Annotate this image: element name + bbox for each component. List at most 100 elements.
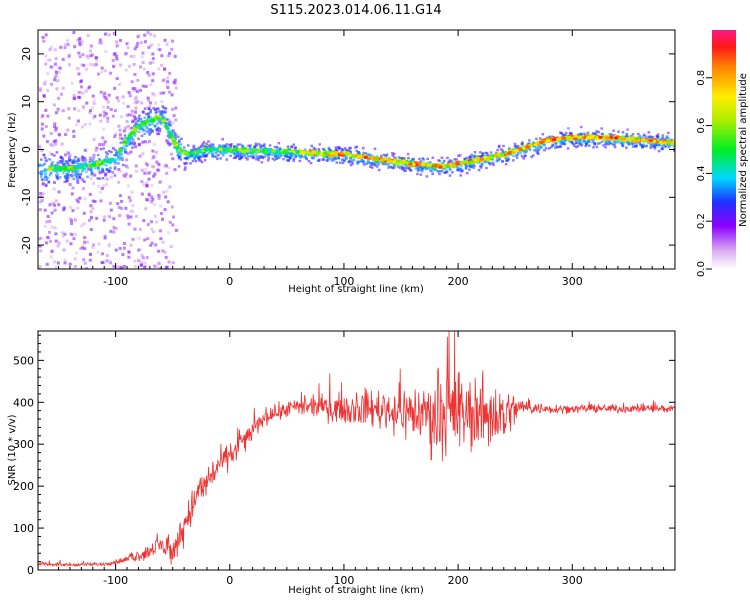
spectrogram-cell	[441, 167, 445, 170]
spectrogram-cell	[595, 145, 599, 149]
spectrogram-cell	[196, 154, 200, 157]
spectrogram-cell	[48, 158, 51, 161]
spectrogram-cell	[122, 129, 126, 133]
spectrogram-cell	[149, 33, 153, 36]
spectrogram-cell	[75, 123, 79, 127]
spectrogram-cell	[191, 148, 195, 152]
spectrogram-cell	[422, 165, 425, 168]
spectrogram-cell	[157, 249, 161, 253]
spectrogram-cell	[449, 159, 452, 162]
spectrogram-cell	[644, 145, 648, 148]
spectrogram-cell	[366, 161, 370, 164]
spectrogram-cell	[81, 155, 84, 158]
spectrogram-cell	[134, 110, 137, 114]
spectrogram-cell	[515, 145, 518, 148]
spectrogram-cell	[85, 170, 88, 174]
spectrogram-cell	[193, 156, 197, 159]
spectrogram-ridge-cell	[345, 152, 350, 156]
spectrogram-cell	[117, 180, 121, 184]
spectrogram-cell	[109, 208, 113, 212]
spectrogram-cell	[223, 146, 227, 149]
spectrogram-cell	[73, 257, 77, 261]
spectrogram-cell	[481, 152, 485, 155]
spectrogram-cell	[83, 162, 86, 165]
spectrogram-cell	[199, 159, 202, 162]
spectrogram-ridge-cell	[245, 149, 251, 153]
colorbar-tick-label: 0.0	[696, 261, 707, 277]
spectrogram-cell	[495, 158, 499, 162]
spectrogram-cell	[356, 162, 359, 165]
spectrogram-cell	[165, 171, 169, 175]
spectrogram-cell	[134, 164, 138, 168]
spectrogram-cell	[131, 87, 135, 91]
spectrogram-cell	[186, 144, 190, 147]
spectrogram-cell	[137, 119, 141, 122]
spectrogram-cell	[159, 212, 163, 215]
spectrogram-cell	[118, 82, 121, 86]
spectrogram-cell	[341, 161, 345, 165]
spectrogram-cell	[282, 158, 285, 161]
spectrogram-cell	[54, 139, 58, 143]
spectrogram-cell	[105, 259, 109, 263]
spectrogram-cell	[95, 216, 99, 220]
spectrogram-cell	[536, 150, 540, 153]
spectrogram-cell	[141, 256, 145, 260]
spectrogram-cell	[50, 82, 54, 86]
spectrogram-cell	[129, 215, 133, 219]
spectrogram-ridge-cell	[648, 139, 654, 143]
spectrogram-cell	[38, 244, 42, 248]
spectrogram-cell	[635, 145, 638, 148]
spectrogram-cell	[317, 148, 321, 151]
spectrogram-cell	[102, 127, 105, 131]
spectrogram-cell	[260, 161, 264, 164]
spectrogram-cell	[542, 143, 546, 146]
spectrogram-cell	[230, 151, 234, 154]
spectrogram-cell	[188, 156, 191, 159]
spectrogram-cell	[167, 260, 171, 264]
spectrogram-cell	[391, 154, 395, 157]
spectrogram-cell	[157, 162, 161, 166]
spectrogram-cell	[105, 155, 108, 158]
spectrogram-cell	[509, 153, 513, 156]
spectrogram-cell	[74, 232, 77, 236]
spectrogram-cell	[672, 144, 675, 148]
spectrogram-cell	[38, 145, 42, 149]
spectrogram-cell	[162, 190, 166, 194]
spectrogram-cell	[127, 184, 130, 188]
spectrogram-cell	[41, 36, 45, 39]
spectrogram-cell	[407, 157, 410, 160]
spectrogram-cell	[50, 225, 54, 229]
spectrogram-cell	[71, 209, 75, 213]
spectrogram-cell	[141, 61, 145, 64]
spectrogram-cell	[92, 98, 96, 102]
spectrogram-cell	[161, 217, 164, 221]
spectrogram-cell	[40, 148, 44, 152]
spectrogram-cell	[88, 159, 92, 162]
spectrogram-cell	[153, 93, 157, 97]
spectrogram-cell	[149, 116, 153, 119]
spectrogram-cell	[115, 153, 118, 157]
spectrogram-cell	[149, 128, 153, 131]
snr-series-line	[38, 331, 675, 568]
spectrogram-cell	[148, 105, 152, 109]
spectrogram-ridge-cell	[389, 159, 394, 164]
spectrogram-cell	[166, 134, 170, 138]
spectrogram-ridge-cell	[630, 137, 635, 141]
spectrogram-cell	[129, 55, 133, 58]
spectrogram-cell	[42, 39, 46, 43]
spectrogram-cell	[91, 53, 94, 57]
spectrogram-cell	[42, 153, 46, 157]
spectrogram-cell	[108, 169, 111, 172]
spectrogram-cell	[194, 160, 198, 163]
snr-x-tick-label: 0	[226, 574, 233, 587]
spectrogram-cell	[489, 151, 493, 154]
spectrogram-cell	[52, 202, 55, 206]
spectrogram-cell	[130, 113, 134, 117]
spectrogram-cell	[193, 157, 196, 161]
spectrogram-cell	[77, 90, 81, 94]
spectrogram-cell	[128, 199, 132, 203]
spectrogram-cell	[535, 137, 538, 141]
spectrogram-cell	[191, 159, 195, 163]
spectrogram-cell	[550, 135, 554, 138]
spectrogram-cell	[72, 237, 76, 241]
